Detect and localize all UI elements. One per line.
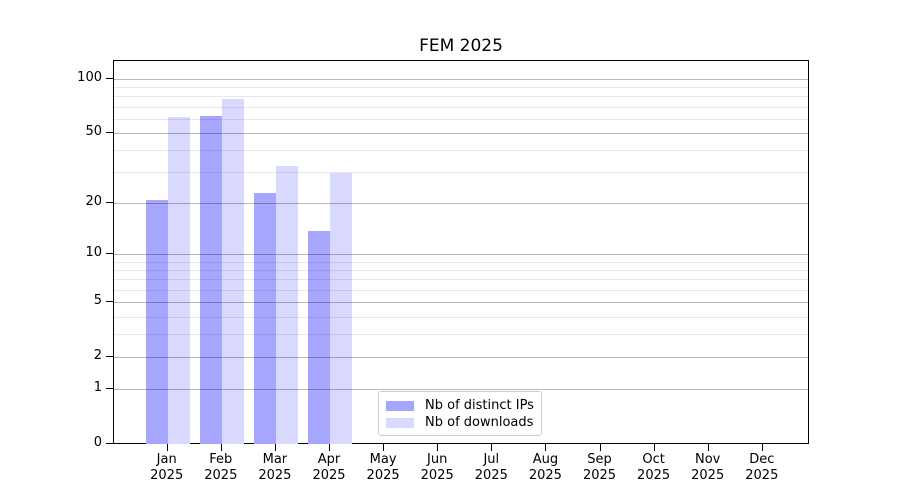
legend-item-downloads: Nb of downloads [386, 415, 533, 430]
bar-mar-downloads [275, 165, 298, 444]
plot-area [113, 60, 809, 444]
gridline-y-8 [114, 270, 808, 272]
xtick-mark-dec [761, 444, 763, 451]
xtick-mark-mar [274, 444, 276, 451]
gridline-y-30 [114, 172, 808, 174]
xtick-mark-sep [599, 444, 601, 451]
ytick-mark-1 [106, 388, 113, 390]
gridline-y-40 [114, 150, 808, 152]
ytick-label-20: 20 [85, 194, 102, 210]
ytick-mark-20 [106, 202, 113, 204]
ytick-mark-5 [106, 301, 113, 303]
gridline-y-100 [114, 78, 808, 80]
gridline-y-9 [114, 261, 808, 263]
xtick-mark-jan [166, 444, 168, 451]
gridline-y-90 [114, 87, 808, 88]
xtick-label-oct: Oct 2025 [637, 452, 671, 483]
xtick-mark-aug [545, 444, 547, 451]
gridline-y-3 [114, 334, 808, 336]
ytick-mark-50 [106, 131, 113, 133]
ytick-mark-2 [106, 356, 113, 358]
xtick-mark-nov [707, 444, 709, 451]
xtick-mark-feb [220, 444, 222, 451]
gridline-y-60 [114, 118, 808, 120]
gridline-y-80 [114, 96, 808, 98]
gridline-y-20 [114, 203, 808, 205]
xtick-label-jun: Jun 2025 [420, 452, 454, 483]
xtick-label-feb: Feb 2025 [204, 452, 238, 483]
legend-item-distinct-ips: Nb of distinct IPs [386, 398, 534, 413]
bar-jan-ips [145, 200, 168, 444]
legend-label-downloads: Nb of downloads [425, 415, 534, 430]
xtick-mark-may [383, 444, 385, 451]
gridline-y-2 [114, 357, 808, 359]
xtick-label-jan: Jan 2025 [150, 452, 184, 483]
xtick-label-mar: Mar 2025 [258, 452, 292, 483]
xtick-mark-jun [437, 444, 439, 451]
legend-swatch-distinct-ips [386, 400, 414, 411]
xtick-label-dec: Dec 2025 [745, 452, 779, 483]
ytick-label-5: 5 [93, 293, 102, 309]
gridline-y-1 [114, 389, 808, 391]
xtick-label-aug: Aug 2025 [528, 452, 562, 483]
ytick-mark-10 [106, 253, 113, 255]
gridline-y-6 [114, 289, 808, 291]
ytick-label-0: 0 [93, 435, 102, 450]
bar-apr-ips [308, 230, 330, 444]
gridline-y-70 [114, 106, 808, 108]
ytick-label-50: 50 [85, 123, 102, 139]
gridline-y-7 [114, 279, 808, 281]
gridline-y-4 [114, 316, 808, 318]
chart-title: FEM 2025 [419, 36, 503, 56]
xtick-mark-apr [329, 444, 330, 451]
bar-mar-ips [253, 193, 276, 444]
bar-apr-downloads [330, 173, 352, 444]
xtick-mark-oct [653, 444, 655, 451]
legend-swatch-downloads [386, 417, 414, 428]
bar-jan-downloads [167, 117, 190, 444]
ytick-label-10: 10 [85, 245, 102, 261]
xtick-label-sep: Sep 2025 [582, 452, 617, 483]
gridline-y-5 [114, 302, 808, 304]
xtick-label-jul: Jul 2025 [474, 452, 508, 483]
ytick-label-100: 100 [77, 69, 102, 85]
legend: Nb of distinct IPs Nb of downloads [378, 391, 542, 436]
legend-label-distinct-ips: Nb of distinct IPs [425, 398, 534, 413]
xtick-label-nov: Nov 2025 [691, 452, 725, 483]
xtick-label-may: May 2025 [366, 452, 400, 483]
ytick-mark-0 [106, 443, 113, 444]
xtick-label-apr: Apr 2025 [312, 452, 346, 483]
ytick-label-2: 2 [93, 348, 102, 364]
xtick-mark-jul [491, 444, 493, 451]
ytick-label-1: 1 [93, 380, 102, 396]
ytick-mark-100 [106, 77, 113, 79]
gridline-y-10 [114, 254, 808, 256]
gridline-y-50 [114, 132, 808, 134]
grid-layer [114, 61, 808, 443]
